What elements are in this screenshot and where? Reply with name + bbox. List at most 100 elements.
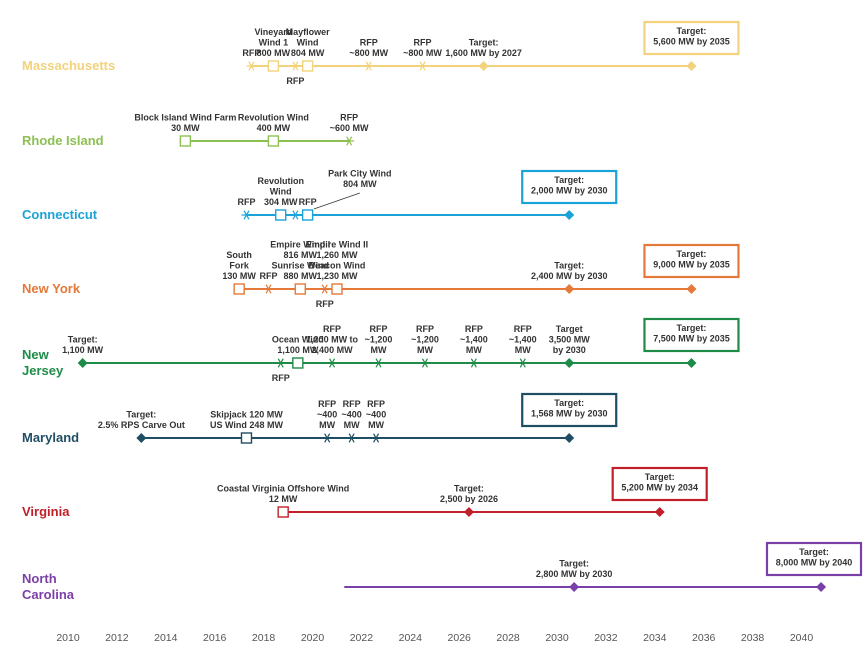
event-label: RFP: [514, 324, 532, 334]
target-box: [643, 243, 740, 279]
event-label: 2.5% RPS Carve Out: [98, 420, 185, 430]
event-label: 804 MW: [291, 48, 325, 58]
event-label: Block Island Wind Farm: [134, 113, 236, 123]
x-tick-label: 2038: [741, 632, 765, 644]
event-label: ~400: [366, 410, 386, 420]
event-label: Ocean Wind: [272, 335, 324, 345]
event-label: RFP: [318, 399, 336, 409]
rfp-asterisk-marker: [363, 61, 374, 71]
project-square-marker: [331, 283, 343, 295]
event-label: 1,260 MW: [316, 250, 358, 260]
target-box: [521, 392, 618, 428]
target-box: [643, 20, 740, 56]
rfp-asterisk-marker: [322, 433, 333, 443]
event-label: Skipjack 120 MW: [210, 410, 283, 420]
event-label: RFP: [323, 324, 341, 334]
event-label: 130 MW: [222, 271, 256, 281]
target-label: Target:: [677, 26, 707, 36]
x-tick-label: 2020: [301, 632, 325, 644]
x-axis: 2010 2012 2014 2016 2018 2020 2022 2024 2026 2028…: [56, 632, 813, 644]
target-diamond-marker: [564, 284, 575, 294]
x-tick-label: 2026: [448, 632, 472, 644]
event-label: Target:: [454, 484, 484, 494]
event-label: Target: [556, 324, 583, 334]
event-label: 30 MW: [171, 123, 200, 133]
x-tick-label: 2030: [545, 632, 569, 644]
event-label: 800 MW: [257, 48, 291, 58]
event-label: ~1,400: [460, 335, 488, 345]
rfp-asterisk-marker: [371, 433, 382, 443]
target-label: 2,000 MW by 2030: [531, 186, 608, 196]
rfp-asterisk-marker: [346, 433, 357, 443]
event-label: 2,800 MW by 2030: [536, 569, 613, 579]
target-diamond-marker: [77, 358, 88, 368]
state-label: Virginia: [22, 504, 70, 519]
event-label: ~400: [317, 410, 337, 420]
event-label: RFP: [414, 38, 432, 48]
event-label: ~400: [341, 410, 361, 420]
target-box: [765, 541, 863, 577]
event-label: 804 MW: [343, 179, 377, 189]
rfp-asterisk-marker: [275, 358, 286, 368]
rfp-asterisk-marker: [517, 358, 528, 368]
x-tick-label: 2014: [154, 632, 178, 644]
target-box: [611, 466, 708, 502]
rfp-asterisk-marker: [263, 284, 274, 294]
rfp-asterisk-marker: [327, 358, 338, 368]
event-label: Beacon Wind: [308, 261, 365, 271]
event-label: RFP: [299, 197, 317, 207]
x-tick-label: 2034: [643, 632, 667, 644]
event-label: MW: [466, 345, 482, 355]
target-diamond-marker: [463, 507, 474, 517]
target-diamond-marker: [654, 507, 665, 517]
event-label: RFP: [242, 48, 260, 58]
event-label: 3,500 MW: [549, 335, 591, 345]
rfp-asterisk-marker: [344, 136, 355, 146]
target-diamond-marker: [136, 433, 147, 443]
event-label: RFP: [343, 399, 361, 409]
target-diamond-marker: [686, 61, 697, 71]
event-label: 1,230 MW: [316, 271, 358, 281]
series-virginia: Virginia Coastal Virginia Offshore Wind12…: [22, 466, 708, 519]
target-diamond-marker: [564, 433, 575, 443]
state-label: Jersey: [22, 363, 64, 378]
event-label: 304 MW: [264, 197, 298, 207]
target-diamond-marker: [816, 582, 827, 592]
state-label: New York: [22, 281, 81, 296]
event-label: ~800 MW: [403, 48, 442, 58]
state-label: Rhode Island: [22, 133, 104, 148]
rfp-asterisk-marker: [468, 358, 479, 368]
event-label: RFP: [259, 271, 277, 281]
rfp-asterisk-marker: [241, 210, 252, 220]
target-diamond-marker: [569, 582, 580, 592]
event-label: 2,400 MW by 2030: [531, 271, 608, 281]
event-label: Mayflower: [286, 27, 331, 37]
target-label: 1,568 MW by 2030: [531, 409, 608, 419]
target-label: 9,000 MW by 2035: [653, 260, 730, 270]
event-label: 2,400 MW: [312, 345, 354, 355]
state-label: Carolina: [22, 587, 75, 602]
target-label: Target:: [554, 398, 584, 408]
x-tick-label: 2028: [496, 632, 520, 644]
event-label: RFP: [465, 324, 483, 334]
event-label: 1,200 MW to: [306, 335, 359, 345]
event-label: ~1,400: [509, 335, 537, 345]
target-label: 5,600 MW by 2035: [653, 37, 730, 47]
rfp-asterisk-marker: [290, 210, 301, 220]
rfp-asterisk-marker: [419, 358, 430, 368]
event-label: Wind: [270, 187, 292, 197]
x-tick-label: 2036: [692, 632, 716, 644]
target-diamond-marker: [686, 358, 697, 368]
project-square-marker: [294, 283, 306, 295]
state-label: Maryland: [22, 430, 79, 445]
event-label: MW: [344, 420, 360, 430]
project-square-marker: [277, 506, 289, 518]
event-label: RFP: [367, 399, 385, 409]
event-label: 1,100 MW: [277, 345, 319, 355]
x-tick-label: 2032: [594, 632, 618, 644]
